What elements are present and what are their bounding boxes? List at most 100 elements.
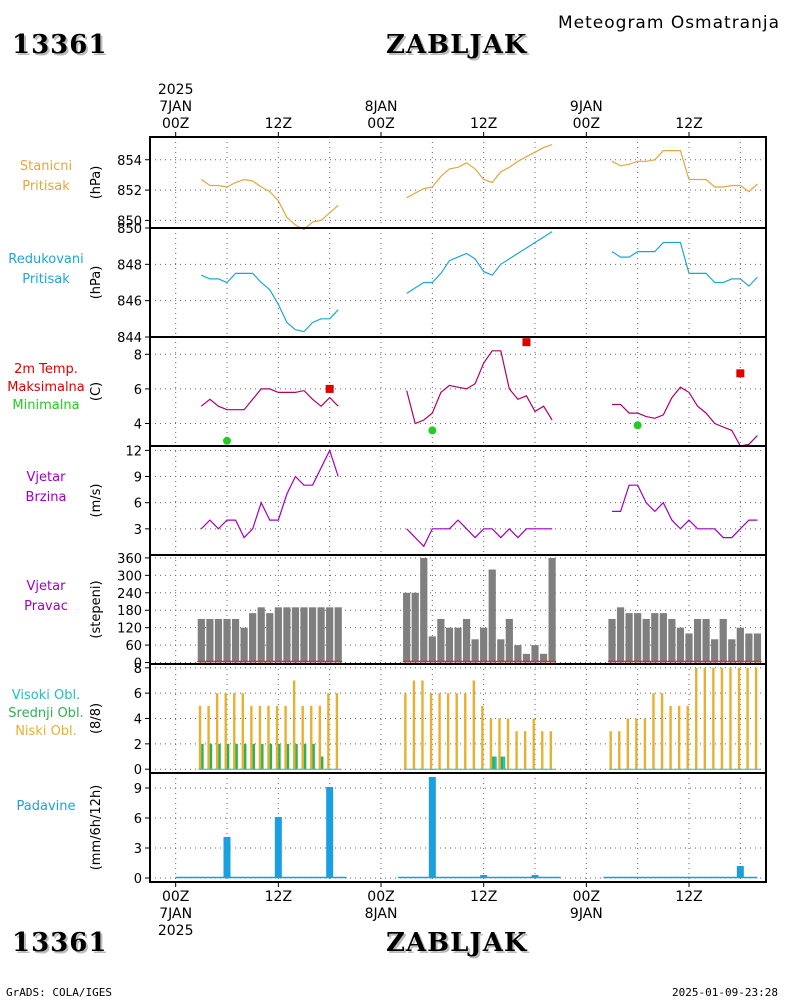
- low-cloud-bar: [327, 693, 330, 770]
- y-tick-label: 12: [125, 444, 142, 459]
- wind-direction-bar: [736, 627, 744, 663]
- x-year-label-top: 2025: [158, 82, 194, 98]
- wind-direction-bar: [462, 618, 471, 663]
- low-cloud-bar: [429, 693, 433, 770]
- mid-cloud-bar: [209, 743, 213, 770]
- mid-cloud-bar: [252, 743, 255, 770]
- low-cloud-bar: [506, 718, 510, 770]
- wind-direction-bar: [753, 633, 762, 663]
- high-cloud-bar: [494, 756, 497, 770]
- y-axis-label: (8/8): [89, 703, 104, 734]
- station-name-top: ZABLJAK: [386, 30, 528, 60]
- low-cloud-bar: [489, 718, 493, 770]
- high-cloud-bar: [503, 756, 506, 770]
- x-year-label-bottom: 2025: [158, 923, 194, 939]
- wind-direction-bar: [257, 607, 265, 663]
- low-cloud-bar: [626, 718, 630, 770]
- low-cloud-bar: [207, 705, 210, 770]
- y-tick-label: 6: [134, 383, 142, 398]
- wind-direction-bar: [283, 607, 291, 663]
- wind-direction-bar: [445, 627, 454, 663]
- panel-label: 2m Temp.: [14, 362, 78, 377]
- wind-direction-bar: [291, 607, 300, 663]
- wind-direction-bar: [625, 613, 633, 663]
- precip-bar: [480, 875, 488, 878]
- wind-direction-bar: [317, 607, 325, 663]
- low-cloud-bar: [729, 667, 732, 770]
- low-cloud-bar: [635, 718, 638, 770]
- wind-direction-bar: [719, 618, 727, 663]
- chart-title: Meteogram Osmatranja: [558, 13, 781, 33]
- min-temp-marker: [633, 421, 642, 430]
- wind-direction-bar: [223, 618, 231, 663]
- low-cloud-bar: [720, 667, 724, 770]
- panel-label: Niski Obl.: [15, 724, 77, 739]
- panel-label: Padavine: [17, 799, 76, 814]
- y-tick-label: 6: [134, 497, 142, 512]
- min-temp-marker: [428, 426, 437, 435]
- mid-cloud-bar: [492, 756, 495, 770]
- y-axis-label: (m/s): [89, 484, 104, 518]
- low-cloud-bar: [695, 667, 698, 770]
- low-cloud-bar: [198, 705, 202, 770]
- wind-direction-bar: [608, 618, 616, 663]
- panel-label: Vjetar: [27, 579, 67, 594]
- wind-direction-bar: [420, 557, 428, 663]
- low-cloud-bar: [523, 731, 527, 770]
- y-tick-label: 6: [134, 812, 142, 827]
- wind-direction-bar: [326, 607, 334, 663]
- y-tick-label: 2: [134, 738, 142, 753]
- low-cloud-bar: [532, 718, 535, 770]
- y-tick-label: 300: [117, 569, 142, 584]
- x-date-label-top: 8JAN: [365, 99, 398, 115]
- wind-direction-bar: [249, 613, 257, 663]
- x-tick-label-top: 12Z: [265, 116, 292, 132]
- x-tick-label-bottom: 12Z: [470, 889, 497, 905]
- low-cloud-bar: [686, 705, 689, 770]
- series-line: [200, 388, 339, 411]
- low-cloud-bar: [275, 705, 279, 770]
- station-id-bottom: 13361: [12, 928, 108, 958]
- low-cloud-bar: [250, 705, 253, 770]
- wind-direction-bar: [497, 639, 505, 663]
- wind-direction-bar: [702, 618, 710, 663]
- panel-frame: [149, 772, 767, 883]
- y-tick-label: 848: [117, 258, 142, 273]
- low-cloud-bar: [737, 667, 741, 770]
- y-axis-label: (hPa): [89, 266, 104, 300]
- x-tick-label-bottom: 00Z: [162, 889, 189, 905]
- wind-direction-bar: [531, 645, 539, 663]
- y-tick-label: 360: [117, 552, 142, 567]
- wind-direction-bar: [206, 618, 214, 663]
- panel-label: Srednji Obl.: [8, 706, 83, 721]
- panel-label: Vjetar: [27, 470, 67, 485]
- y-tick-label: 3: [134, 842, 142, 857]
- wind-direction-bar: [505, 618, 513, 663]
- x-date-label-bottom: 7JAN: [159, 906, 192, 922]
- wind-direction-bar: [197, 618, 205, 663]
- y-tick-label: 0: [134, 657, 142, 672]
- low-cloud-bar: [241, 693, 245, 770]
- y-tick-label: 3: [134, 523, 142, 538]
- mid-cloud-bar: [295, 743, 298, 770]
- mid-cloud-bar: [218, 743, 221, 770]
- wind-direction-bar: [274, 607, 282, 663]
- wind-direction-bar: [480, 627, 488, 663]
- x-tick-label-bottom: 12Z: [265, 889, 292, 905]
- wind-direction-bar: [634, 613, 642, 663]
- max-temp-marker: [522, 338, 531, 347]
- precip-bar: [428, 777, 436, 878]
- wind-direction-bar: [411, 592, 419, 663]
- wind-direction-bar: [454, 627, 462, 663]
- precip-bar: [736, 866, 744, 878]
- y-axis-label: (hPa): [89, 166, 104, 200]
- wind-direction-bar: [308, 607, 317, 663]
- series-line: [200, 178, 339, 231]
- wind-direction-bar: [266, 613, 274, 663]
- low-cloud-bar: [438, 693, 441, 770]
- station-id-top: 13361: [12, 30, 108, 60]
- series-line: [406, 519, 553, 548]
- wind-direction-bar: [651, 613, 659, 663]
- low-cloud-bar: [224, 693, 227, 770]
